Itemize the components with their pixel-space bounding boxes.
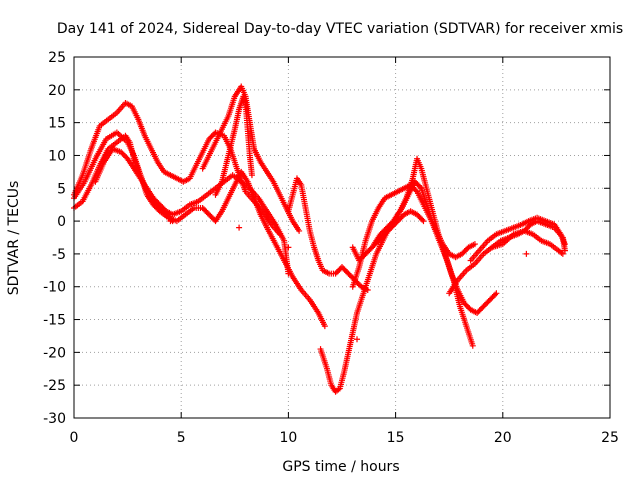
data-point <box>354 336 361 343</box>
x-tick-label: 10 <box>279 430 297 446</box>
y-tick-label: -25 <box>43 378 66 394</box>
data-point <box>296 227 303 234</box>
y-tick-label: -15 <box>43 313 66 329</box>
y-tick-label: -5 <box>52 247 66 263</box>
data-point <box>248 172 255 179</box>
y-tick-label: 25 <box>48 50 66 66</box>
x-axis-label: GPS time / hours <box>282 459 399 475</box>
chart-title: Day 141 of 2024, Sidereal Day-to-day VTE… <box>57 21 623 37</box>
series-arc-10 <box>371 155 500 316</box>
series-arc-13 <box>467 214 568 264</box>
y-tick-label: -10 <box>43 280 66 296</box>
x-tick-label: 5 <box>177 430 186 446</box>
data-point <box>469 342 476 349</box>
data-point <box>561 241 568 248</box>
data-point <box>492 291 499 298</box>
plot-frame <box>73 56 611 419</box>
x-ticks: 0 5 10 15 20 25 <box>70 57 619 446</box>
series-arc-14 <box>489 227 566 257</box>
y-tick-label: 10 <box>48 148 66 164</box>
data-point <box>523 250 530 257</box>
data-point <box>285 244 292 251</box>
y-tick-label: 20 <box>48 83 66 99</box>
y-tick-label: -20 <box>43 345 66 361</box>
series-arc-4 <box>92 145 292 277</box>
y-tick-label: 15 <box>48 116 66 132</box>
series-arc-5 <box>199 83 303 234</box>
y-tick-label: 5 <box>57 181 66 197</box>
series-arc-11 <box>349 208 427 264</box>
data-point <box>236 224 243 231</box>
data-point <box>168 216 175 223</box>
data-point <box>321 323 328 330</box>
y-tick-label: 0 <box>57 214 66 230</box>
series-arc-7 <box>285 175 371 294</box>
data-point <box>420 218 427 225</box>
data-point <box>471 241 478 248</box>
grid-lines <box>73 56 611 419</box>
series-arc-6 <box>212 93 255 198</box>
data-point <box>417 183 424 190</box>
y-ticks: 25 20 15 10 5 0 -5 -10 -15 -20 -25 -30 <box>43 50 610 427</box>
data-points <box>71 83 568 395</box>
data-point <box>285 270 292 277</box>
x-tick-label: 20 <box>494 430 512 446</box>
y-tick-label: -30 <box>43 411 66 427</box>
data-point <box>167 218 174 225</box>
x-tick-label: 15 <box>387 430 405 446</box>
data-point <box>412 187 419 194</box>
data-point <box>561 247 568 254</box>
y-axis-label: SDTVAR / TECUs <box>6 181 22 296</box>
x-tick-label: 25 <box>601 430 619 446</box>
series-isolated <box>167 218 530 343</box>
data-point <box>559 250 566 257</box>
x-tick-label: 0 <box>70 430 79 446</box>
data-point <box>419 216 426 223</box>
data-point <box>493 290 500 297</box>
